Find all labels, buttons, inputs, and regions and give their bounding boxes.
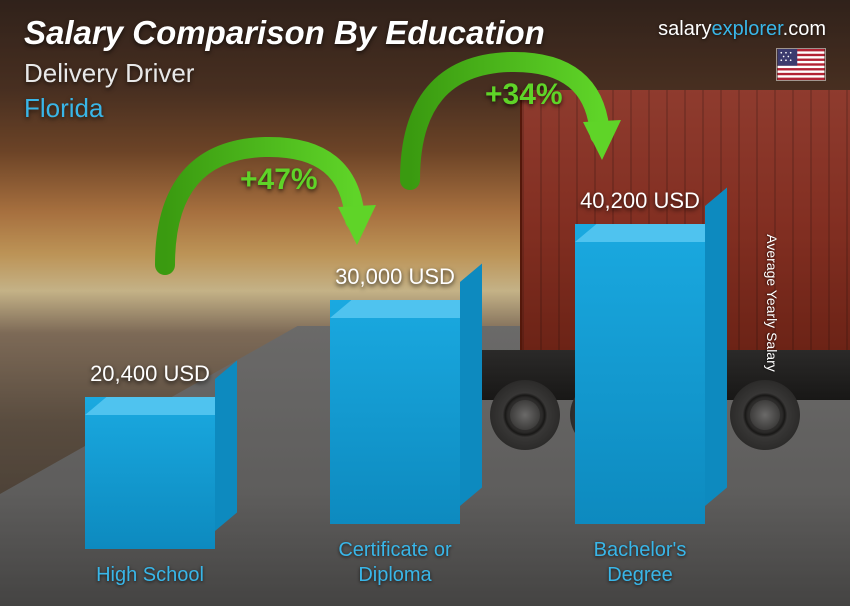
bar-label: High School [96,563,204,588]
job-title: Delivery Driver [24,58,826,89]
bar-value: 40,200 USD [580,188,700,214]
bar-3d [575,224,705,524]
bar-label: Bachelor'sDegree [594,538,687,588]
bar-chart: 20,400 USD High School 30,000 USD Certif… [60,148,730,588]
bar-group: 30,000 USD Certificate orDiploma [305,264,485,588]
bar-group: 20,400 USD High School [60,361,240,588]
bar-group: 40,200 USD Bachelor'sDegree [550,188,730,588]
flag-icon [776,48,826,81]
brand-part-c: .com [783,18,826,40]
bar-value: 30,000 USD [335,264,455,290]
y-axis-label: Average Yearly Salary [763,234,779,372]
location: Florida [24,93,826,124]
bar-value: 20,400 USD [90,361,210,387]
brand-part-a: salary [658,18,711,40]
bar-3d [85,397,215,549]
bar-3d [330,300,460,524]
brand-part-b: explorer [712,18,783,40]
bar-label: Certificate orDiploma [338,538,451,588]
brand-logo: salaryexplorer.com [658,18,826,41]
